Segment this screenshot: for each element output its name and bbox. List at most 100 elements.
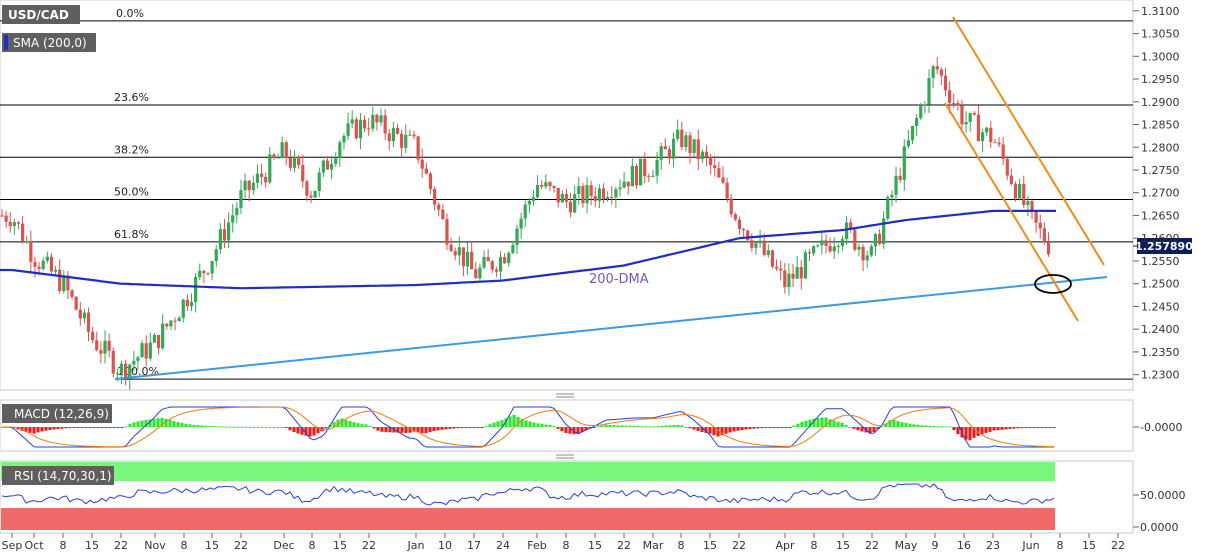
macd-histogram-bar (752, 427, 756, 429)
candle-body (882, 218, 886, 244)
macd-histogram-bar (452, 427, 456, 429)
candle-body (111, 350, 115, 374)
sma-badge (2, 33, 96, 52)
candle-body (173, 320, 177, 322)
time-tick-label: Dec (273, 539, 294, 552)
macd-histogram-bar (540, 423, 544, 427)
macd-histogram-bar (116, 427, 120, 428)
macd-histogram-bar (96, 427, 100, 428)
candle-body (202, 270, 206, 274)
macd-histogram-bar (292, 427, 296, 433)
macd-histogram-bar (748, 427, 752, 430)
macd-histogram-bar (548, 424, 552, 427)
channel-upper-line (952, 16, 1105, 266)
candle-body (181, 299, 185, 318)
candle-body (494, 269, 498, 272)
macd-histogram-bar (648, 426, 652, 428)
macd-histogram-bar (288, 427, 292, 431)
candle-body (416, 136, 420, 160)
candle-body (758, 240, 762, 244)
macd-histogram-bar (112, 427, 116, 428)
candle-body (449, 244, 453, 252)
macd-histogram-bar (36, 427, 40, 433)
candle-body (671, 138, 676, 159)
candle-body (556, 187, 560, 203)
macd-histogram-bar (604, 424, 608, 427)
candle-body (1034, 211, 1038, 223)
candle-body (531, 197, 536, 201)
candle-body (721, 177, 725, 183)
candle-body (132, 360, 136, 365)
time-tick-label: Apr (775, 539, 795, 552)
candle-body (577, 186, 581, 195)
candle-body (144, 343, 148, 359)
time-tick-label: 8 (563, 539, 570, 552)
macd-histogram-bar (484, 426, 488, 428)
macd-histogram-bar (848, 426, 852, 428)
macd-histogram-bar (968, 427, 972, 441)
price-tick-label: 1.3050 (1141, 28, 1180, 41)
time-tick-label: Mar (643, 539, 664, 552)
macd-histogram-bar (936, 426, 940, 428)
candle-body (939, 69, 943, 76)
time-tick-label: Feb (527, 539, 546, 552)
fib-label: 0.0% (116, 7, 144, 20)
macd-histogram-bar (812, 418, 816, 427)
macd-histogram-bar (420, 427, 424, 434)
macd-histogram-bar (536, 423, 540, 427)
price-tick-label: 1.3000 (1141, 50, 1180, 63)
macd-histogram-bar (720, 427, 724, 436)
macd-histogram-bar (876, 427, 880, 430)
macd-histogram-bar (48, 427, 52, 431)
candle-body (906, 140, 910, 147)
current-price-tag (1137, 238, 1192, 254)
candle-body (972, 113, 976, 115)
candle-body (346, 123, 350, 136)
candle-body (119, 363, 124, 374)
time-tick-label: Jan (407, 539, 425, 552)
candle-body (667, 149, 672, 159)
macd-histogram-bar (1028, 427, 1032, 428)
macd-line (2, 406, 1054, 448)
time-tick-label: 22 (1111, 539, 1125, 552)
candle-body (573, 194, 577, 213)
macd-histogram-bar (28, 427, 32, 433)
candle-body (770, 250, 775, 267)
macd-histogram-bar (396, 427, 400, 433)
candle-body (470, 252, 474, 270)
price-tick-label: 1.2550 (1141, 255, 1180, 268)
candle-body (82, 312, 86, 319)
macd-histogram-bar (708, 427, 712, 434)
candle-body (606, 197, 610, 199)
candle-body (441, 209, 445, 219)
candle-body (836, 245, 840, 247)
candle-body (898, 175, 902, 180)
candle-body (869, 246, 873, 256)
macd-histogram-bar (840, 422, 844, 427)
macd-histogram-bar (820, 417, 824, 427)
macd-histogram-bar (568, 427, 572, 434)
candle-body (103, 340, 107, 354)
time-tick-label: 8 (1057, 539, 1064, 552)
panel-splitter-1[interactable] (556, 393, 574, 398)
candle-body (358, 119, 363, 139)
candle-body (857, 246, 861, 250)
sma-badge-label: SMA (200,0) (13, 36, 87, 50)
macd-histogram-bar (360, 423, 364, 427)
macd-histogram-bar (148, 419, 152, 427)
macd-histogram-bar (856, 427, 860, 431)
macd-histogram-bar (108, 427, 112, 428)
candle-body (33, 261, 37, 267)
candle-body (803, 252, 807, 279)
candle-body (865, 255, 869, 261)
candle-body (420, 159, 424, 169)
macd-histogram-bar (732, 427, 736, 432)
candle-body (284, 142, 288, 158)
time-tick-label: 22 (732, 539, 746, 552)
panel-splitter-2[interactable] (556, 454, 574, 459)
macd-histogram-bar (716, 427, 720, 437)
candle-body (16, 222, 21, 224)
macd-histogram-bar (132, 422, 136, 427)
macd-histogram-bar (408, 427, 412, 433)
candle-body (750, 240, 754, 248)
